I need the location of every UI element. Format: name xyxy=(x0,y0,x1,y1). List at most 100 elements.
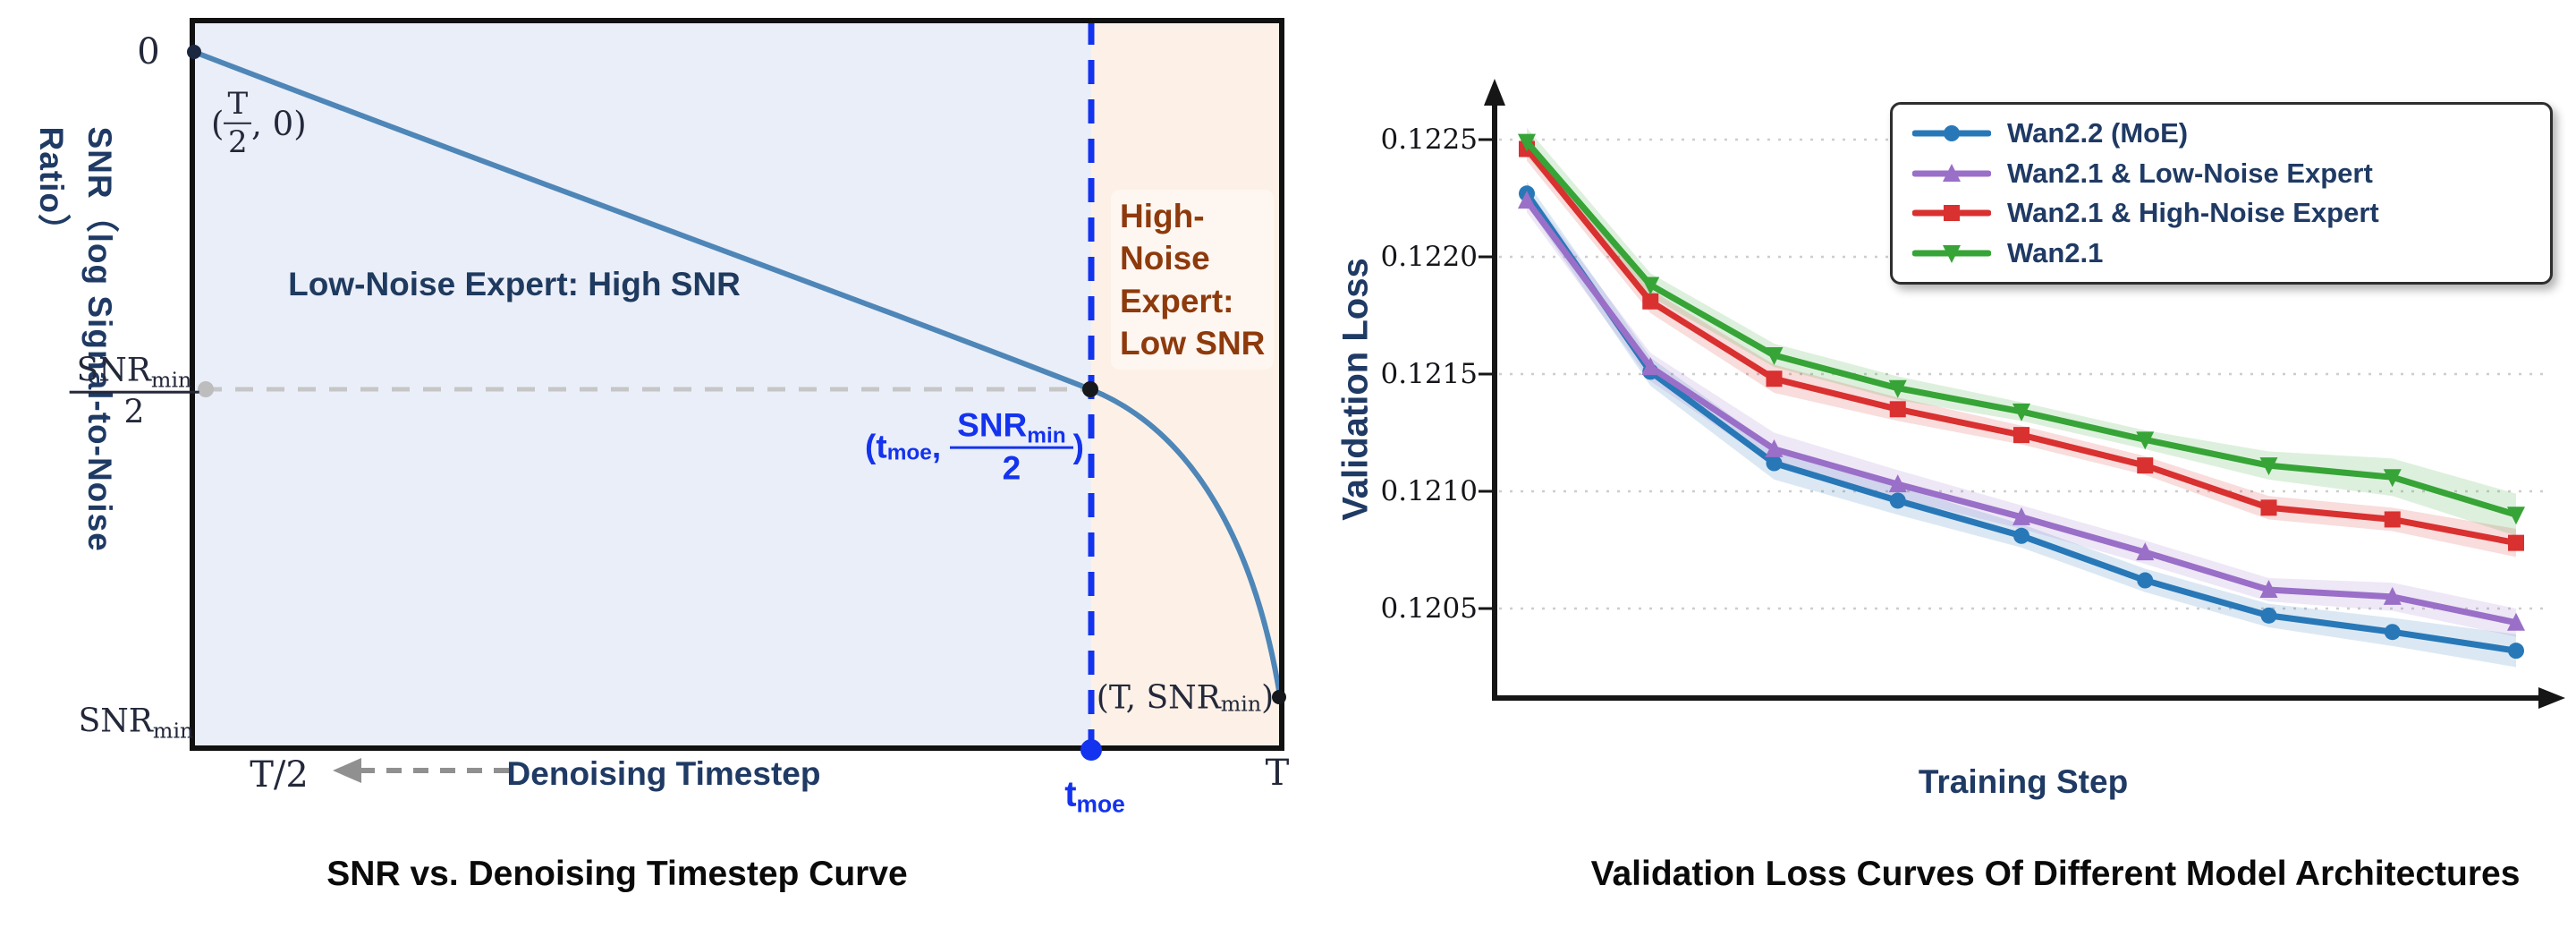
ytick-label: 0.1205 xyxy=(1380,592,1478,625)
triangle-down-marker-icon xyxy=(2383,469,2402,488)
high-noise-region-label: High- Noise Expert: Low SNR xyxy=(1111,190,1275,370)
triangle-down-marker-icon xyxy=(2507,507,2525,525)
x-axis-arrowhead-icon xyxy=(2538,687,2565,709)
ytick-snr-min: SNRmin xyxy=(78,702,194,744)
square-marker-icon xyxy=(1889,401,1906,418)
legend-swatch-icon xyxy=(1912,244,1991,263)
low-noise-region xyxy=(192,21,1091,748)
circle-marker-icon xyxy=(1944,125,1960,142)
start-rest: , 0) xyxy=(251,104,307,143)
low-noise-region-label: Low-Noise Expert: High SNR xyxy=(288,266,741,302)
ytick-zero: 0 xyxy=(137,31,160,72)
legend-label: Wan2.2 (MoE) xyxy=(2007,117,2189,149)
moe-sub: moe xyxy=(886,440,932,465)
snr-min-base: SNR xyxy=(78,702,153,740)
triangle-down-marker-icon xyxy=(1943,244,1961,263)
y-axis-arrowhead-icon xyxy=(1484,79,1505,106)
triangle-up-marker-icon xyxy=(2136,542,2155,561)
point-label-moe: (t moe, SNRmin 2 ) xyxy=(865,406,1084,487)
triangle-up-marker-icon xyxy=(2507,612,2525,631)
loss-x-axis-label: Training Step xyxy=(1918,763,2129,800)
circle-marker-icon xyxy=(2260,607,2277,624)
loss-plot-series xyxy=(1518,127,2525,668)
triangle-up-marker-icon xyxy=(1641,357,1660,376)
square-marker-icon xyxy=(2508,534,2524,551)
circle-marker-icon xyxy=(2384,624,2401,641)
triangle-up-marker-icon xyxy=(2259,580,2278,599)
legend-item: Wan2.2 (MoE) xyxy=(1912,117,2530,149)
legend-swatch-icon xyxy=(1912,205,1991,222)
end-pre: (T, SNR xyxy=(1096,679,1221,717)
triangle-down-marker-icon xyxy=(2012,403,2030,421)
moe-pre: (t xyxy=(865,429,887,465)
moe-den: 2 xyxy=(1002,449,1021,487)
high-noise-region xyxy=(1091,21,1282,748)
xtick-t-half: T/2 xyxy=(250,754,309,796)
ytick-label: 0.1210 xyxy=(1380,475,1478,507)
snr-curve xyxy=(191,49,1283,699)
snr-min-sub: min xyxy=(152,718,194,744)
legend-label: Wan2.1 & High-Noise Expert xyxy=(2007,197,2379,229)
snr-y-axis-label: SNR（log Signal-to-Noise Ratio） xyxy=(33,126,118,552)
end-close: ) xyxy=(1261,679,1275,717)
tmoe-base: t xyxy=(1064,774,1077,814)
hn-line-2: Noise xyxy=(1120,240,1210,277)
ytick-label: 0.1220 xyxy=(1380,241,1478,273)
snr-half-sub: min xyxy=(150,367,192,393)
triangle-down-marker-icon xyxy=(1765,347,1784,366)
tmoe-axis-dot xyxy=(1080,739,1102,761)
curve-start-dot xyxy=(187,45,201,59)
square-marker-icon xyxy=(2260,499,2277,516)
triangle-up-marker-icon xyxy=(2383,586,2402,605)
ytick-label: 0.1215 xyxy=(1380,358,1478,390)
right-figure-caption: Validation Loss Curves Of Different Mode… xyxy=(1590,855,2521,893)
curve-end-dot xyxy=(1272,690,1286,704)
xtick-t: T xyxy=(1265,753,1290,794)
start-open: ( xyxy=(211,104,225,143)
left-arrowhead-icon xyxy=(333,758,361,783)
legend-item: Wan2.1 & High-Noise Expert xyxy=(1912,197,2530,229)
xtick-t-moe: tmoe xyxy=(1064,774,1125,818)
loss-plot-axes xyxy=(1484,79,2565,709)
square-marker-icon xyxy=(1642,293,1659,310)
start-den: 2 xyxy=(227,123,248,160)
legend-swatch-icon xyxy=(1912,125,1991,142)
hn-line-4: Low SNR xyxy=(1120,325,1266,362)
ytick-snr-half: SNRmin 2 xyxy=(69,352,199,431)
legend-label: Wan2.1 xyxy=(2007,236,2104,268)
square-marker-icon xyxy=(2137,457,2154,474)
end-sub: min xyxy=(1220,691,1262,717)
triangle-up-marker-icon xyxy=(1518,191,1536,209)
legend-label: Wan2.1 & Low-Noise Expert xyxy=(2007,157,2373,189)
triangle-down-marker-icon xyxy=(1518,133,1536,152)
ytick-label: 0.1225 xyxy=(1380,123,1478,156)
hn-line-3: Expert: xyxy=(1120,282,1234,319)
square-marker-icon xyxy=(2384,511,2401,528)
point-label-start: (T 2, 0) xyxy=(211,88,307,160)
triangle-down-marker-icon xyxy=(1888,379,1907,398)
tmoe-sub: moe xyxy=(1076,790,1125,818)
snr-half-den: 2 xyxy=(123,394,145,431)
square-marker-icon xyxy=(1944,205,1960,222)
point-label-end: (T, SNR min) xyxy=(1097,680,1274,717)
triangle-down-marker-icon xyxy=(1641,277,1660,295)
snr-half-left-dot xyxy=(198,381,214,397)
square-marker-icon xyxy=(1766,370,1783,387)
legend-box: Wan2.2 (MoE) Wan2.1 & Low-Noise Expert Wan… xyxy=(1890,102,2553,285)
snr-x-axis-label: Denoising Timestep xyxy=(506,755,821,792)
left-figure-caption: SNR vs. Denoising Timestep Curve xyxy=(326,855,908,893)
triangle-up-marker-icon xyxy=(1943,163,1961,182)
legend-swatch-icon xyxy=(1912,163,1991,182)
snr-half-base: SNR xyxy=(76,352,151,389)
circle-marker-icon xyxy=(1766,455,1783,472)
triangle-down-marker-icon xyxy=(2136,431,2155,450)
tmoe-intersection-dot xyxy=(1082,381,1098,397)
snr-plot xyxy=(187,18,1286,783)
moe-close: ) xyxy=(1072,429,1084,465)
circle-marker-icon xyxy=(1889,492,1906,509)
legend-item: Wan2.1 & Low-Noise Expert xyxy=(1912,158,2530,190)
moe-num-base: SNR xyxy=(957,406,1028,444)
triangle-down-marker-icon xyxy=(2259,457,2278,476)
